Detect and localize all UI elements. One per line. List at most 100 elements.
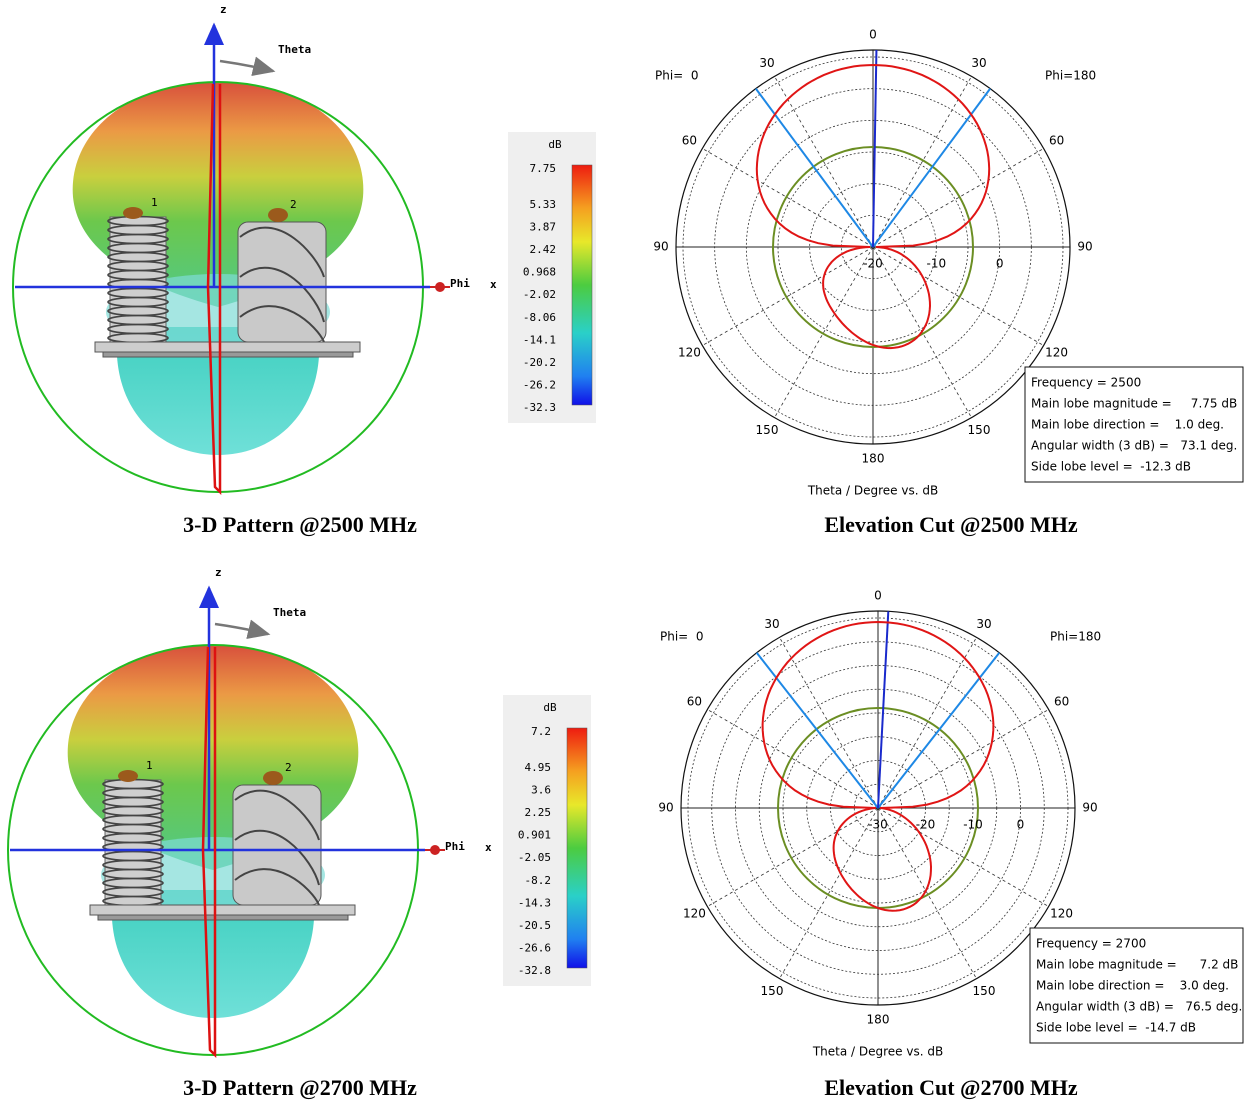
z-label: z bbox=[215, 566, 222, 579]
info-line: Side lobe level = -12.3 dB bbox=[1031, 460, 1191, 474]
info-line: Main lobe magnitude = 7.75 dB bbox=[1031, 397, 1237, 411]
angle-label: 90 bbox=[658, 801, 673, 815]
angle-label: 90 bbox=[653, 240, 668, 254]
port-label: 2 bbox=[290, 198, 297, 211]
grid-spoke bbox=[775, 76, 874, 247]
info-line: Angular width (3 dB) = 76.5 deg. bbox=[1036, 1000, 1242, 1014]
colorbar-label: 0.901 bbox=[518, 829, 551, 842]
theta-arrow bbox=[220, 61, 273, 71]
beamwidth-line bbox=[757, 653, 878, 808]
colorbar-label: 3.87 bbox=[530, 221, 557, 234]
info-line: Angular width (3 dB) = 73.1 deg. bbox=[1031, 439, 1237, 453]
grid-spoke bbox=[878, 710, 1049, 809]
colorbar bbox=[567, 728, 587, 968]
colorbar-label: -2.02 bbox=[523, 288, 556, 301]
ring-label: -10 bbox=[927, 257, 947, 271]
colorbar-label: 7.75 bbox=[530, 162, 557, 175]
phi-right: Phi=180 bbox=[1045, 69, 1096, 83]
grid-spoke bbox=[702, 247, 873, 346]
colorbar-label: -32.3 bbox=[523, 401, 556, 414]
angle-label: 60 bbox=[682, 134, 697, 148]
ring-label: -30 bbox=[868, 818, 888, 832]
ring-label: 0 bbox=[1017, 818, 1025, 832]
colorbar-unit: dB bbox=[548, 138, 562, 151]
axis-title: Theta / Degree vs. dB bbox=[812, 1045, 943, 1059]
ring-label: -10 bbox=[963, 818, 983, 832]
colorbar-unit: dB bbox=[543, 701, 557, 714]
angle-label: 60 bbox=[1049, 134, 1064, 148]
angle-label: 150 bbox=[761, 984, 784, 998]
colorbar-label: -14.1 bbox=[523, 333, 556, 346]
ground-plate-edge bbox=[103, 352, 353, 357]
port-marker bbox=[123, 207, 143, 219]
x-axis-tip bbox=[430, 845, 440, 855]
info-line: Frequency = 2700 bbox=[1036, 937, 1146, 951]
elevation-cut-panel: 0303060609090120120150150180-30-20-100Ph… bbox=[658, 589, 1243, 1101]
grid-spoke bbox=[873, 76, 972, 247]
theta-label: Theta bbox=[273, 606, 306, 619]
colorbar-label: -8.2 bbox=[525, 874, 552, 887]
theta-arrow bbox=[215, 624, 268, 634]
ground-plate bbox=[90, 905, 355, 915]
ribbon-core bbox=[238, 222, 326, 342]
x-axis-tip bbox=[435, 282, 445, 292]
angle-label: 180 bbox=[867, 1013, 890, 1027]
info-line: Main lobe direction = 3.0 deg. bbox=[1036, 979, 1229, 993]
angle-label: 90 bbox=[1077, 240, 1092, 254]
info-line: Main lobe magnitude = 7.2 dB bbox=[1036, 958, 1238, 972]
port-label: 2 bbox=[285, 761, 292, 774]
beamwidth-line bbox=[756, 89, 873, 247]
grid-spoke bbox=[780, 808, 879, 979]
grid-spoke bbox=[707, 808, 878, 907]
figure: 12zThetaPhixdB7.755.333.872.420.968-2.02… bbox=[0, 0, 1244, 1109]
angle-label: 30 bbox=[759, 56, 774, 70]
ring-label: -20 bbox=[916, 818, 936, 832]
colorbar-label: 2.42 bbox=[530, 243, 557, 256]
ground-plate-edge bbox=[98, 915, 348, 920]
grid-spoke bbox=[878, 637, 977, 808]
port-marker bbox=[268, 208, 288, 222]
colorbar-label: -8.06 bbox=[523, 311, 556, 324]
colorbar-label: 3.6 bbox=[531, 784, 551, 797]
grid-spoke bbox=[873, 149, 1044, 248]
axis-title: Theta / Degree vs. dB bbox=[807, 484, 938, 498]
angle-label: 0 bbox=[869, 28, 877, 42]
port-marker bbox=[263, 771, 283, 785]
angle-label: 120 bbox=[1045, 346, 1068, 360]
phi-left: Phi= 0 bbox=[660, 630, 704, 644]
grid-spoke bbox=[780, 637, 879, 808]
angle-label: 180 bbox=[862, 452, 885, 466]
info-line: Frequency = 2500 bbox=[1031, 376, 1141, 390]
angle-label: 0 bbox=[874, 589, 882, 603]
colorbar-label: -20.2 bbox=[523, 356, 556, 369]
info-line: Main lobe direction = 1.0 deg. bbox=[1031, 418, 1224, 432]
angle-label: 30 bbox=[971, 56, 986, 70]
port-label: 1 bbox=[151, 196, 158, 209]
angle-label: 150 bbox=[756, 423, 779, 437]
colorbar-label: 0.968 bbox=[523, 266, 556, 279]
grid-spoke bbox=[878, 808, 977, 979]
colorbar-label: -26.6 bbox=[518, 941, 551, 954]
colorbar-label: 5.33 bbox=[530, 198, 557, 211]
phi-left: Phi= 0 bbox=[655, 69, 699, 83]
angle-label: 150 bbox=[973, 984, 996, 998]
angle-label: 150 bbox=[968, 423, 991, 437]
caption: Elevation Cut @2500 MHz bbox=[824, 512, 1078, 537]
angle-label: 30 bbox=[976, 617, 991, 631]
ring-label: -20 bbox=[863, 257, 883, 271]
grid-spoke bbox=[775, 247, 874, 418]
colorbar-label: -20.5 bbox=[518, 919, 551, 932]
colorbar-label: -26.2 bbox=[523, 378, 556, 391]
caption: Elevation Cut @2700 MHz bbox=[824, 1075, 1078, 1100]
z-label: z bbox=[220, 3, 227, 16]
caption: 3-D Pattern @2700 MHz bbox=[183, 1075, 417, 1100]
ground-plate bbox=[95, 342, 360, 352]
ring-label: 0 bbox=[996, 257, 1004, 271]
pattern-3d-panel: 12zThetaPhixdB7.24.953.62.250.901-2.05-8… bbox=[8, 566, 591, 1100]
caption: 3-D Pattern @2500 MHz bbox=[183, 512, 417, 537]
colorbar-label: 2.25 bbox=[525, 806, 552, 819]
colorbar-label: -14.3 bbox=[518, 896, 551, 909]
phi-right: Phi=180 bbox=[1050, 630, 1101, 644]
info-line: Side lobe level = -14.7 dB bbox=[1036, 1021, 1196, 1035]
